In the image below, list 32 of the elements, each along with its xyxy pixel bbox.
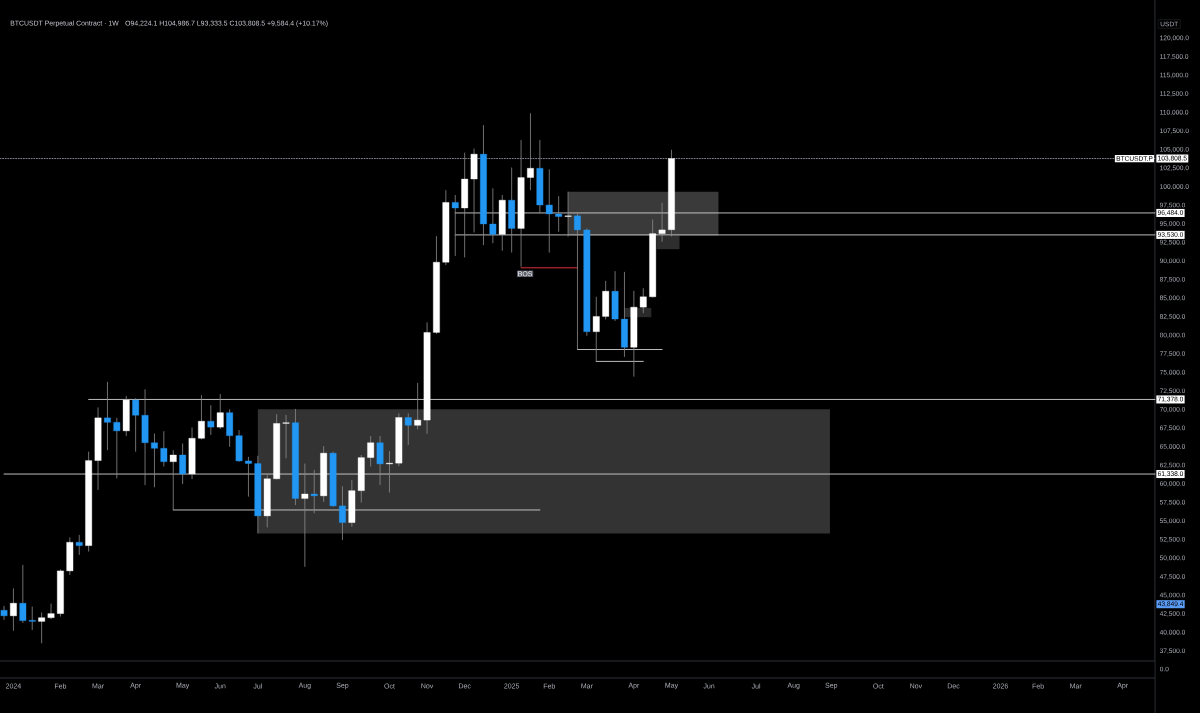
candlestick — [451, 194, 459, 257]
candlestick — [339, 485, 346, 541]
candlestick — [386, 450, 393, 493]
candlestick — [160, 430, 168, 467]
candlestick — [376, 435, 384, 486]
candlestick — [10, 587, 17, 632]
candlestick — [75, 534, 83, 556]
candlestick — [198, 394, 205, 440]
candlestick — [0, 605, 8, 621]
candlestick — [367, 435, 375, 467]
candlestick — [179, 443, 187, 485]
candlestick — [104, 381, 111, 451]
candlestick — [574, 212, 581, 350]
candlestick — [404, 413, 412, 446]
candlestick — [113, 417, 121, 479]
candlestick — [301, 463, 309, 568]
candlestick — [207, 404, 215, 436]
candlestick — [226, 408, 234, 448]
candlestick — [282, 414, 290, 459]
candlestick — [169, 449, 177, 511]
candlestick — [310, 469, 318, 514]
candlestick — [38, 612, 46, 644]
candlestick — [216, 393, 224, 430]
candlestick — [151, 433, 158, 488]
candlestick — [555, 195, 563, 233]
candlestick — [47, 603, 55, 620]
candlestick — [527, 112, 534, 191]
candlestick — [489, 187, 497, 244]
candlestick — [564, 191, 572, 237]
candlestick — [245, 456, 252, 497]
candlestick — [592, 296, 600, 362]
candlestick — [132, 397, 140, 453]
